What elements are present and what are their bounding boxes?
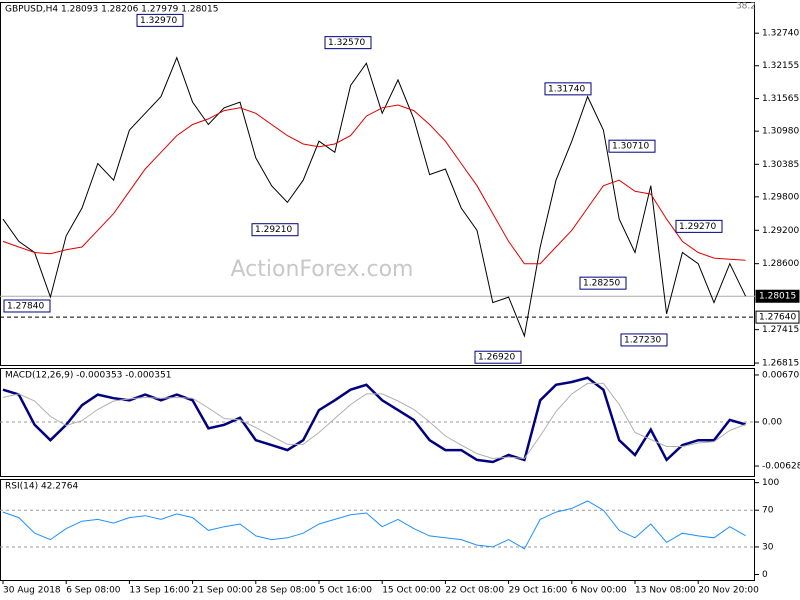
annotation-label: 1.30710 <box>612 142 649 152</box>
y-tick-label: 1.30385 <box>762 160 799 170</box>
x-tick-label: 6 Sep 08:00 <box>66 586 121 596</box>
x-tick-label: 6 Nov 00:00 <box>572 586 627 596</box>
annotation-box <box>324 36 372 50</box>
annotation-label: 1.27230 <box>624 335 661 345</box>
annotation-box <box>675 219 723 233</box>
x-tick-label: 13 Sep 16:00 <box>129 586 189 596</box>
y-tick-label: 30 <box>762 542 774 552</box>
annotation-box <box>620 333 668 347</box>
x-tick-label: 5 Oct 16:00 <box>319 586 372 596</box>
y-tick-label: 1.31565 <box>762 94 799 104</box>
series-line <box>2 376 746 464</box>
y-tick-label: 1.26815 <box>762 359 799 369</box>
price-label: 1.27640 <box>759 313 796 323</box>
panel-frame <box>0 479 755 581</box>
x-tick-label: 13 Nov 08:00 <box>635 586 696 596</box>
annotation-label: 1.29210 <box>255 225 292 235</box>
panel-title: GBPUSD,H4 1.28093 1.28206 1.27979 1.2801… <box>5 5 218 15</box>
x-tick-label: 28 Sep 08:00 <box>256 586 316 596</box>
y-tick-label: 1.32155 <box>762 61 799 71</box>
y-tick-label: 1.30980 <box>762 127 799 137</box>
y-tick-label: 0 <box>762 570 768 580</box>
annotation-label: 1.32570 <box>328 38 365 48</box>
annotation-box <box>608 139 656 153</box>
watermark: ActionForex.com <box>231 257 414 282</box>
series-line <box>2 500 746 550</box>
y-tick-label: 0.006706 <box>762 370 800 380</box>
x-tick-label: 20 Nov 20:00 <box>698 586 759 596</box>
x-tick-label: 21 Sep 00:00 <box>193 586 253 596</box>
panel-frame <box>0 2 755 366</box>
series-line <box>2 382 746 460</box>
y-tick-label: 1.29800 <box>762 192 799 202</box>
annotation-label: 1.26920 <box>478 353 515 363</box>
y-tick-label: 1.29200 <box>762 226 799 236</box>
annotation-box <box>579 276 627 290</box>
annotation-box <box>136 13 184 27</box>
annotation-box <box>251 223 299 237</box>
annotation-label: 1.31740 <box>548 84 585 94</box>
y-tick-label: 0.00 <box>762 418 782 428</box>
x-tick-label: 30 Aug 2018 <box>3 586 61 596</box>
series-line <box>2 56 747 338</box>
y-tick-label: 1.27415 <box>762 325 799 335</box>
price-label-box <box>755 289 800 303</box>
y-tick-label: 1.32740 <box>762 29 799 39</box>
panel-title: MACD(12,26,9) -0.000353 -0.000351 <box>5 371 171 381</box>
x-tick-label: 22 Oct 08:00 <box>445 586 504 596</box>
series-line <box>2 104 746 265</box>
panel-title: RSI(14) 42.2764 <box>5 482 78 492</box>
annotation-box <box>544 82 592 96</box>
annotation-label: 1.27840 <box>7 301 44 311</box>
annotation-label: 1.32970 <box>140 16 177 26</box>
corner-note: 38.2 <box>736 2 756 12</box>
annotation-label: 1.28250 <box>583 279 620 289</box>
annotation-box <box>474 350 522 364</box>
price-label-box <box>755 310 800 324</box>
x-tick-label: 15 Oct 00:00 <box>382 586 441 596</box>
price-label: 1.28015 <box>759 292 796 302</box>
y-tick-label: 70 <box>762 506 774 516</box>
y-tick-label: 100 <box>762 478 779 488</box>
annotation-label: 1.29270 <box>679 222 716 232</box>
y-tick-label: -0.00628 <box>762 462 800 472</box>
y-tick-label: 1.28600 <box>762 259 799 269</box>
annotation-box <box>3 299 51 313</box>
x-tick-label: 29 Oct 16:00 <box>509 586 568 596</box>
